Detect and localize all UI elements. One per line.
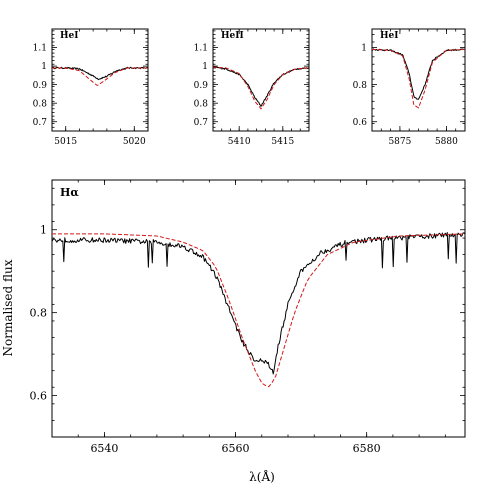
x-axis-title: λ(Å) [249, 469, 275, 484]
x-tick-label: 6540 [90, 442, 118, 455]
plot-frame [51, 179, 466, 438]
y-tick-label: 0.8 [353, 81, 368, 91]
y-tick-label: 0.9 [194, 81, 209, 91]
y-tick-label: 1 [361, 44, 367, 54]
plot-frame [51, 28, 149, 132]
y-tick-label: 0.9 [33, 81, 48, 91]
y-tick-label: 0.8 [30, 306, 48, 319]
y-tick-label: 0.6 [30, 389, 48, 402]
panel-label: HeI [60, 31, 78, 41]
x-tick-label: 6560 [222, 442, 250, 455]
panel-label: HeI [380, 31, 398, 41]
x-tick-label: 6580 [353, 442, 381, 455]
y-axis-title: Normalised flux [1, 259, 15, 356]
y-tick-label: 0.8 [33, 99, 48, 109]
plot-frame [371, 28, 466, 132]
observed-spectrum-line [371, 48, 466, 100]
observed-spectrum-line [51, 232, 466, 375]
y-tick-label: 1 [41, 62, 47, 72]
y-tick-label: 0.7 [33, 118, 48, 128]
panel-hei-5016: 0.7 0.8 0.9 1 1.1 5015 5020 HeI [33, 28, 149, 147]
y-tick-label: 0.6 [353, 118, 368, 128]
y-tick-label: 1 [202, 62, 208, 72]
plot-frame [212, 28, 310, 132]
y-tick-label: 1.1 [194, 44, 208, 54]
y-tick-label: 0.7 [194, 118, 209, 128]
model-spectrum-line [212, 66, 310, 110]
y-tick-label: 0.8 [194, 99, 209, 109]
x-tick-label: 5875 [388, 137, 411, 147]
y-tick-label: 1.1 [33, 44, 47, 54]
panel-hei-5876: 0.6 0.8 1 5875 5880 HeI [353, 28, 466, 147]
model-spectrum-line [371, 48, 466, 109]
observed-spectrum-line [51, 66, 149, 81]
y-tick-label: 1 [40, 224, 47, 237]
x-tick-label: 5410 [228, 137, 251, 147]
panel-label: Hα [60, 186, 79, 199]
panel-halpha: 0.6 0.8 1 6540 6560 6580 Hα [30, 179, 466, 455]
x-tick-label: 5880 [435, 137, 458, 147]
x-tick-label: 5015 [54, 137, 77, 147]
panel-label: HeII [221, 31, 244, 41]
panel-heii-5411: 0.7 0.8 0.9 1 1.1 5410 5415 HeII [194, 28, 310, 147]
model-spectrum-line [52, 67, 148, 86]
model-spectrum-line [52, 233, 466, 388]
x-tick-label: 5415 [271, 137, 294, 147]
x-tick-label: 5020 [123, 137, 146, 147]
observed-spectrum-line [212, 66, 310, 107]
